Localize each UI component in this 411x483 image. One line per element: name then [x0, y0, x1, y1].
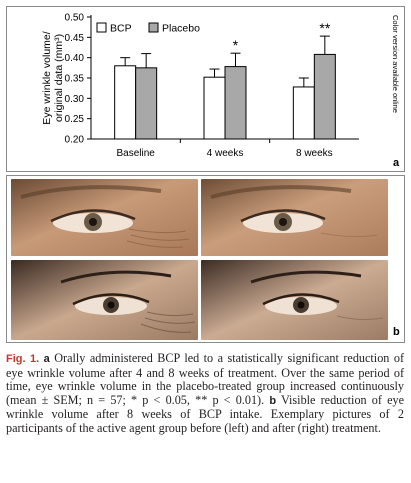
caption-a-text: Orally administered BCP led to a statist…	[6, 351, 404, 407]
figure-label: Fig. 1.	[6, 353, 40, 365]
caption-a-label: a	[43, 353, 50, 365]
x-tick-label: 8 weeks	[296, 148, 333, 159]
panel-label-b: b	[393, 326, 400, 338]
figure-panel-b: b	[6, 175, 405, 343]
y-tick-label: 0.30	[65, 94, 85, 105]
eye-photo-bottom-right	[201, 260, 388, 340]
legend-label-bcp: BCP	[110, 23, 132, 35]
legend-swatch-placebo	[148, 22, 159, 33]
caption-b-label: b	[269, 394, 277, 407]
bar-placebo	[313, 53, 336, 140]
y-tick-label: 0.50	[65, 13, 85, 24]
x-tick-label: 4 weeks	[207, 148, 244, 159]
color-version-note: Color version available online	[391, 15, 400, 113]
bar-placebo	[224, 66, 247, 140]
legend-label-placebo: Placebo	[162, 23, 200, 35]
y-tick-label: 0.25	[65, 114, 85, 125]
y-axis-label: Eye wrinkle volume/original data (mm³)	[41, 31, 65, 124]
y-tick-label: 0.45	[65, 33, 85, 44]
figure-panel-a: 0.20 0.25 0.30 0.35 0.40 0.45 0.50 Eye wrinkle …	[6, 6, 405, 172]
y-tick-label: 0.40	[65, 53, 85, 64]
x-tick-label: Baseline	[116, 148, 155, 159]
bar-bcp	[203, 76, 226, 140]
figure-caption: Fig. 1. a Orally administered BCP led to…	[6, 351, 405, 436]
legend-swatch-bcp	[96, 22, 107, 33]
eye-photo-bottom-left	[11, 260, 198, 340]
bar-bcp	[292, 86, 315, 140]
significance-marker: **	[319, 20, 330, 36]
significance-marker: *	[233, 37, 239, 53]
panel-label-a: a	[393, 157, 400, 169]
y-tick-label: 0.35	[65, 74, 85, 85]
y-tick-label: 0.20	[65, 135, 85, 146]
bar-placebo	[135, 67, 158, 140]
caption-b-text: Visible reduction of eye wrinkle volume …	[6, 392, 405, 435]
bar-bcp	[114, 65, 137, 140]
eye-photo-top-left	[11, 179, 198, 256]
eye-photo-top-right	[201, 179, 388, 256]
